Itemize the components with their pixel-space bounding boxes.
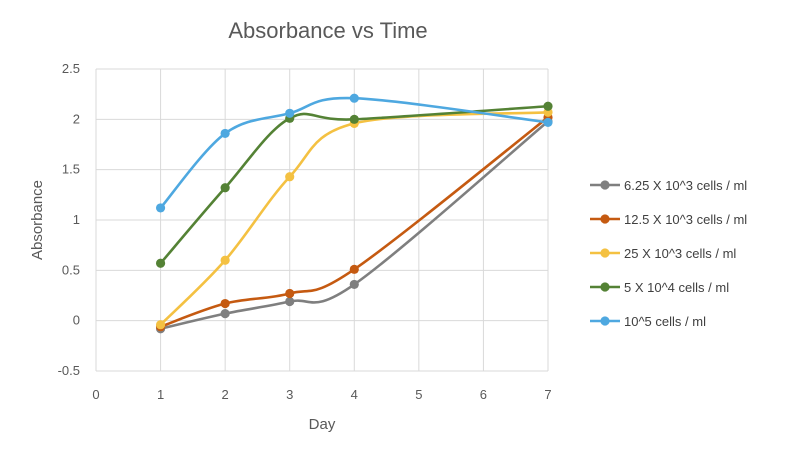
x-tick-label: 3 bbox=[286, 387, 293, 402]
legend-swatch-marker bbox=[600, 248, 610, 258]
y-tick-label: 2.5 bbox=[62, 61, 80, 76]
y-tick-label: 2 bbox=[73, 111, 80, 126]
y-tick-label: 0.5 bbox=[62, 262, 80, 277]
legend-swatch-marker bbox=[600, 214, 610, 224]
data-point-series-4 bbox=[543, 101, 553, 111]
y-tick-label: 1.5 bbox=[62, 162, 80, 177]
data-point-series-5 bbox=[543, 117, 553, 127]
series-line-5 bbox=[159, 96, 549, 209]
x-tick-label: 4 bbox=[351, 387, 358, 402]
data-point-series-5 bbox=[349, 93, 359, 103]
x-tick-label: 1 bbox=[157, 387, 164, 402]
data-point-series-4 bbox=[349, 114, 359, 124]
legend-entry: 12.5 X 10^3 cells / ml bbox=[590, 212, 747, 227]
chart-title: Absorbance vs Time bbox=[228, 18, 427, 43]
data-point-series-5 bbox=[220, 128, 230, 139]
legend-swatch-marker bbox=[600, 316, 610, 326]
data-point-series-1 bbox=[220, 309, 230, 319]
legend-label: 12.5 X 10^3 cells / ml bbox=[624, 212, 747, 227]
data-point-series-3 bbox=[155, 320, 166, 330]
data-point-series-5 bbox=[155, 203, 166, 213]
x-tick-label: 0 bbox=[92, 387, 99, 402]
legend-swatch-marker bbox=[600, 180, 610, 190]
x-tick-labels: 0 1 2 3 4 5 6 7 bbox=[92, 387, 551, 402]
y-tick-label: -0.5 bbox=[58, 363, 80, 378]
legend-entry: 6.25 X 10^3 cells / ml bbox=[590, 178, 747, 193]
data-point-series-2 bbox=[220, 298, 230, 309]
y-tick-label: 1 bbox=[73, 212, 80, 227]
legend-entry: 10^5 cells / ml bbox=[590, 314, 706, 329]
series-line-4 bbox=[159, 104, 549, 265]
data-point-series-1 bbox=[349, 279, 359, 290]
x-tick-label: 6 bbox=[480, 387, 487, 402]
series-line-1 bbox=[160, 120, 549, 330]
data-point-series-3 bbox=[285, 172, 295, 182]
legend-entry: 25 X 10^3 cells / ml bbox=[590, 246, 736, 261]
legend-label: 25 X 10^3 cells / ml bbox=[624, 246, 736, 261]
y-tick-labels: -0.5 0 0.5 1 1.5 2 2.5 bbox=[58, 61, 80, 378]
legend-entry: 5 X 10^4 cells / ml bbox=[590, 280, 729, 295]
x-axis-label: Day bbox=[309, 416, 336, 433]
data-point-series-2 bbox=[349, 264, 359, 274]
x-tick-label: 7 bbox=[544, 387, 551, 402]
data-point-series-5 bbox=[285, 108, 295, 118]
x-tick-label: 2 bbox=[222, 387, 229, 402]
series-points bbox=[155, 93, 553, 334]
legend-label: 6.25 X 10^3 cells / ml bbox=[624, 178, 747, 193]
legend: 6.25 X 10^3 cells / ml 12.5 X 10^3 cells … bbox=[590, 178, 747, 329]
data-point-series-3 bbox=[220, 255, 230, 265]
data-point-series-4 bbox=[155, 258, 166, 268]
data-point-series-1 bbox=[285, 296, 295, 307]
data-point-series-2 bbox=[285, 288, 295, 299]
legend-label: 5 X 10^4 cells / ml bbox=[624, 280, 729, 295]
y-tick-label: 0 bbox=[73, 313, 80, 328]
series-line-2 bbox=[160, 116, 549, 328]
x-tick-label: 5 bbox=[415, 387, 422, 402]
legend-swatch-marker bbox=[600, 282, 610, 292]
legend-label: 10^5 cells / ml bbox=[624, 314, 706, 329]
data-point-series-4 bbox=[220, 183, 230, 193]
y-axis-label: Absorbance bbox=[29, 180, 46, 260]
